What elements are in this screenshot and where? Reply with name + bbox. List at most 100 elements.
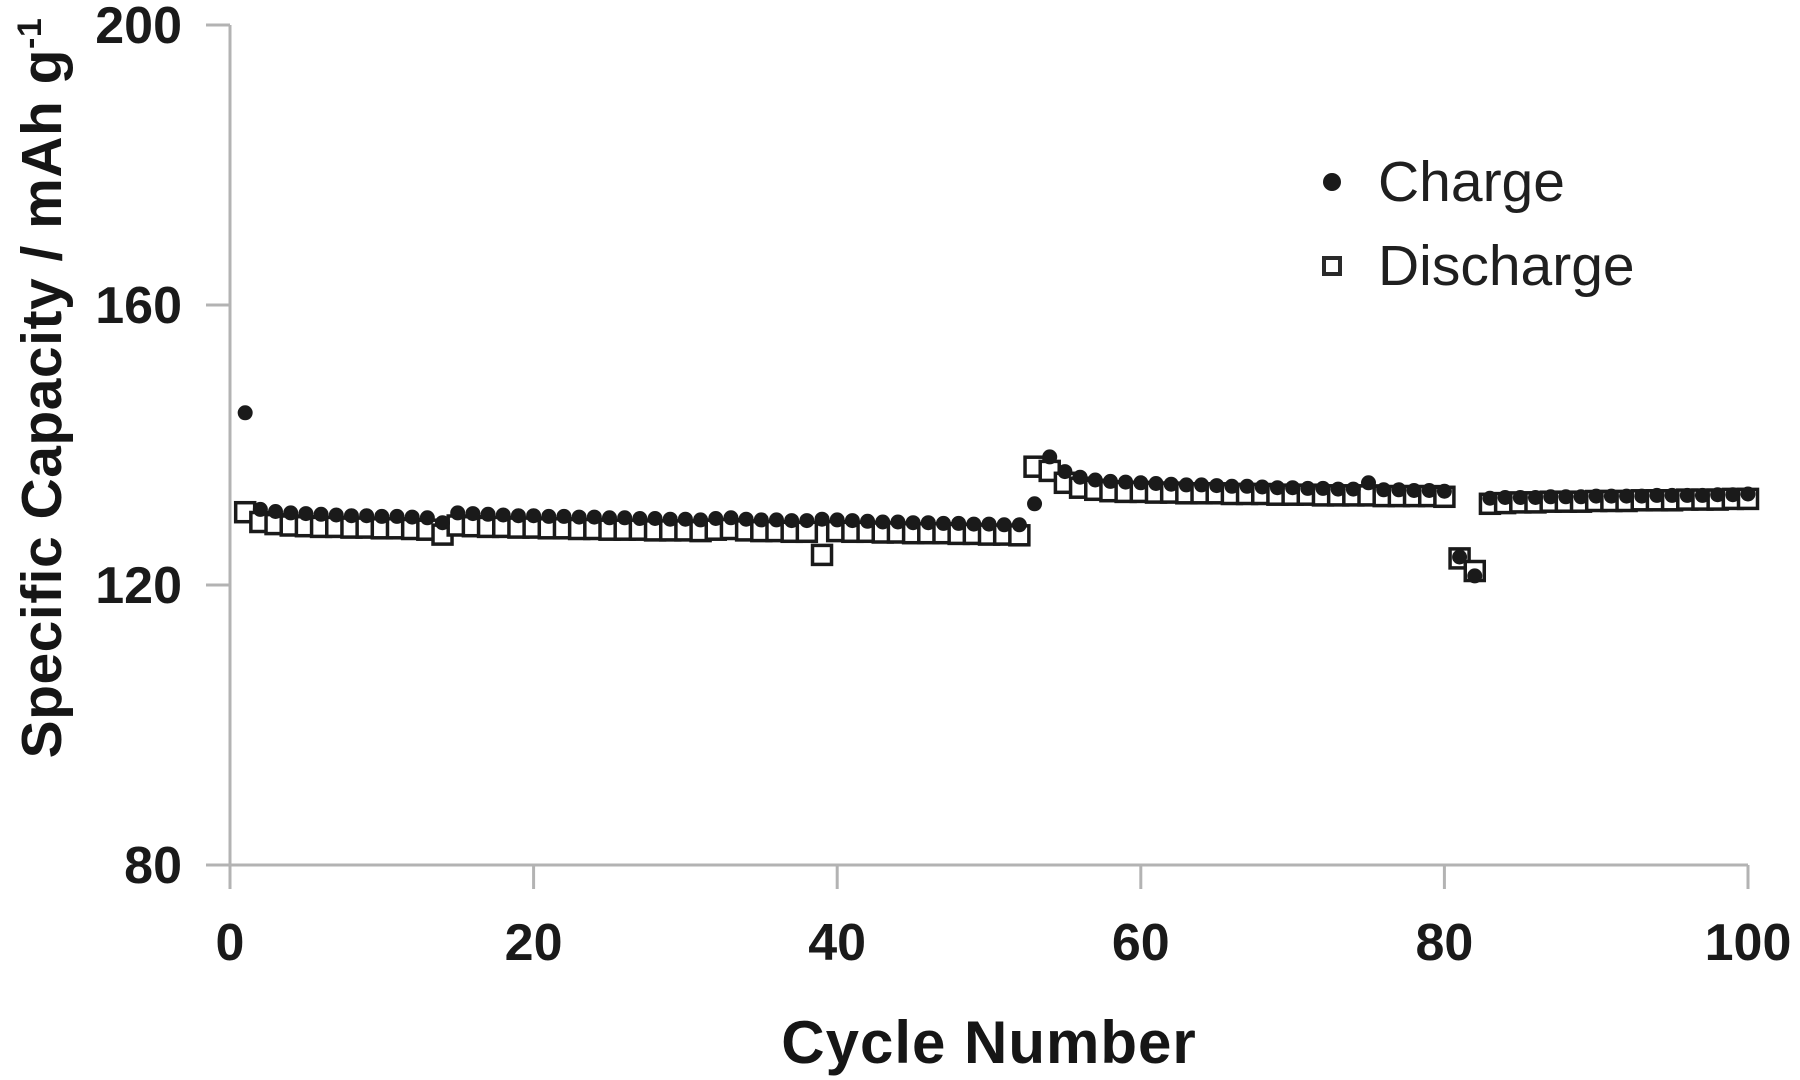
charge-point	[465, 506, 481, 522]
x-tick-label: 40	[808, 914, 866, 972]
charge-point	[359, 508, 375, 524]
charge-point	[708, 511, 724, 526]
charge-point	[966, 516, 982, 532]
charge-point	[1482, 490, 1498, 506]
charge-point	[1011, 517, 1027, 533]
charge-point	[1285, 480, 1301, 496]
charge-point	[1406, 483, 1422, 498]
x-tick-label: 80	[1415, 914, 1473, 972]
charge-point	[829, 512, 845, 528]
charge-point	[814, 511, 830, 527]
charge-point	[875, 514, 891, 530]
charge-point	[662, 511, 678, 527]
y-axis-title-superscript: -1	[11, 17, 49, 50]
charge-point	[860, 513, 876, 529]
charge-point	[1694, 487, 1710, 503]
charge-point	[1315, 480, 1331, 496]
charge-point	[1649, 487, 1665, 503]
charge-point	[1467, 568, 1483, 584]
charge-point	[1254, 479, 1270, 495]
charge-point	[1178, 477, 1194, 493]
charge-point	[1452, 549, 1468, 565]
legend-marker-cell	[1300, 256, 1364, 276]
charge-point	[237, 405, 253, 421]
charge-point	[1725, 487, 1741, 503]
charge-point	[1300, 480, 1316, 496]
charge-point	[753, 512, 769, 528]
charge-point	[1603, 488, 1619, 504]
charge-point	[905, 515, 921, 531]
charge-point	[450, 505, 466, 521]
charge-point	[723, 510, 739, 526]
charge-point	[1512, 490, 1528, 505]
charge-point	[1102, 473, 1118, 489]
charge-point	[1072, 469, 1088, 485]
charge-point	[510, 508, 526, 524]
y-tick-label: 120	[95, 557, 182, 615]
charge-point	[784, 513, 800, 529]
charge-point	[1239, 478, 1255, 494]
charge-point	[602, 510, 617, 526]
open-square-marker-icon	[1322, 256, 1342, 276]
charge-point	[586, 509, 602, 525]
charge-point	[1573, 489, 1589, 505]
y-axis-title-text: Specific Capacity / mAh g	[10, 49, 74, 759]
charge-point	[1133, 475, 1149, 491]
charge-point	[1361, 475, 1376, 491]
charge-point	[1558, 489, 1574, 505]
charge-point	[1740, 486, 1756, 502]
charge-point	[1497, 490, 1513, 505]
legend-marker-cell	[1300, 173, 1364, 191]
charge-point	[1057, 464, 1073, 480]
charge-point	[799, 513, 815, 529]
charge-point	[844, 513, 860, 529]
charge-point	[495, 507, 511, 523]
charge-point	[693, 512, 709, 528]
charge-point	[1194, 477, 1210, 493]
charge-point	[1527, 490, 1543, 505]
legend-item-charge: Charge	[1300, 140, 1635, 224]
legend-label-charge: Charge	[1378, 150, 1565, 214]
charge-point	[1664, 487, 1680, 503]
charge-point	[1710, 487, 1726, 503]
charge-point	[298, 506, 314, 522]
charge-point	[1391, 482, 1407, 498]
charge-point	[981, 516, 997, 532]
charge-point	[1588, 488, 1604, 504]
charge-point	[435, 515, 451, 531]
charge-point	[1421, 483, 1437, 498]
charge-point	[1027, 496, 1043, 512]
charge-point	[632, 511, 648, 526]
charge-point	[996, 517, 1012, 533]
charge-point	[343, 508, 359, 524]
charge-point	[556, 508, 572, 524]
charge-point	[647, 511, 663, 526]
y-tick-label: 160	[95, 277, 182, 335]
x-tick-label: 100	[1705, 914, 1792, 972]
charge-point	[1209, 478, 1225, 494]
charge-point	[1087, 472, 1103, 488]
charge-point	[1543, 489, 1559, 505]
charge-point	[890, 514, 906, 530]
charge-point	[1330, 481, 1346, 497]
charge-point	[1376, 482, 1392, 498]
charge-point	[404, 509, 420, 525]
y-tick-label: 80	[124, 837, 182, 895]
charge-point	[1345, 481, 1361, 497]
charge-point	[1269, 480, 1285, 496]
charge-point	[1163, 476, 1179, 492]
charge-point	[283, 505, 299, 521]
charge-point	[951, 515, 967, 531]
charge-point	[480, 506, 496, 522]
charge-point	[268, 504, 284, 519]
charge-point	[935, 515, 951, 531]
x-axis-title: Cycle Number	[781, 1009, 1197, 1076]
charge-point	[1224, 478, 1240, 494]
discharge-point	[810, 543, 834, 567]
charge-point	[374, 508, 390, 524]
y-tick-label: 200	[95, 0, 182, 55]
charge-point	[1436, 483, 1452, 499]
charge-point	[920, 515, 936, 531]
